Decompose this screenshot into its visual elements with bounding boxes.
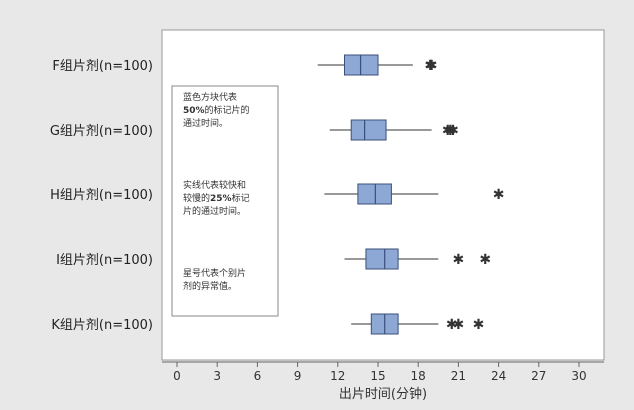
annotation-line: 实线代表较快和 [183, 179, 246, 191]
outlier-point: ✱ [447, 123, 459, 139]
iqr-box [344, 54, 379, 76]
box-group: ✱✱ [344, 248, 491, 270]
category-label: I组片剂(n=100) [56, 253, 153, 268]
category-label: K组片剂(n=100) [51, 318, 153, 333]
category-label: F组片剂(n=100) [52, 59, 153, 74]
annotation-emphasis: 50% [183, 106, 205, 116]
outlier-point: ✱ [473, 317, 485, 333]
annotation-text: 通过时间。 [183, 117, 228, 129]
annotation-box: 蓝色方块代表50%的标记片的通过时间。实线代表较快和较慢的25%标记片的通过时间… [171, 85, 279, 317]
annotation-line: 通过时间。 [183, 117, 228, 129]
outlier-point: ✱ [444, 123, 456, 139]
annotation-text: 标记 [232, 192, 250, 204]
annotation-frame [171, 85, 279, 317]
x-tick-label: 0 [173, 369, 181, 383]
annotation-line: 星号代表个别片 [183, 267, 246, 279]
box-group: ✱ [324, 183, 505, 205]
outlier-point: ✱ [424, 58, 436, 74]
outlier-point: ✱ [446, 317, 458, 333]
annotation-text: 实线代表较快和 [183, 179, 246, 191]
iqr-box [365, 248, 399, 270]
annotation-line: 50%的标记片的 [183, 104, 250, 116]
annotation-text: 较慢的 [183, 192, 210, 204]
outlier-point: ✱ [442, 123, 454, 139]
annotation-text: 片的通过时间。 [183, 205, 246, 217]
boxes-layer: ✱✱✱✱✱✱✱ ✱✱✱ ✱ [317, 54, 505, 335]
outlier-point: ✱ [453, 317, 465, 333]
outlier-point: ✱ [479, 252, 491, 268]
x-tick-label: 15 [370, 369, 385, 383]
category-labels: F组片剂(n=100) G组片剂(n=100) H组片剂(n=100) I组片剂(n=… [50, 59, 153, 333]
annotation-text: 星号代表个别片 [183, 267, 246, 279]
x-axis-title: 出片时间(分钟) [339, 386, 427, 402]
outlier-point: ✱ [426, 58, 438, 74]
box-group: ✱✱✱ [351, 313, 485, 335]
annotation-line: 较慢的25%标记 [183, 192, 250, 204]
iqr-box [350, 119, 387, 141]
annotation-emphasis: 25% [210, 194, 232, 204]
annotation-line: 片的通过时间。 [183, 205, 246, 217]
box-group: ✱✱✱ [329, 119, 459, 141]
annotation-text: 的标记片的 [205, 104, 250, 116]
x-tick-label: 3 [213, 369, 221, 383]
x-tick-label: 9 [294, 369, 302, 383]
category-label: H组片剂(n=100) [50, 188, 153, 203]
annotation-line: 剂的异常值。 [183, 280, 237, 292]
x-axis: 0 3 6 9 12 15 18 21 24 27 30 [162, 361, 604, 383]
x-tick-label: 6 [254, 369, 262, 383]
x-tick-label: 21 [451, 369, 466, 383]
x-tick-label: 18 [411, 369, 426, 383]
outlier-point: ✱ [453, 252, 465, 268]
x-tick-label: 30 [571, 369, 586, 383]
annotation-text: 蓝色方块代表 [183, 91, 237, 103]
outlier-point: ✱ [493, 187, 505, 203]
iqr-box [357, 183, 392, 205]
annotation-line: 蓝色方块代表 [183, 91, 237, 103]
category-label: G组片剂(n=100) [50, 124, 153, 139]
box-group: ✱✱ [317, 54, 438, 76]
x-tick-label: 24 [491, 369, 506, 383]
x-tick-label: 12 [330, 369, 345, 383]
x-tick-label: 27 [531, 369, 546, 383]
annotation-text: 剂的异常值。 [183, 280, 237, 292]
